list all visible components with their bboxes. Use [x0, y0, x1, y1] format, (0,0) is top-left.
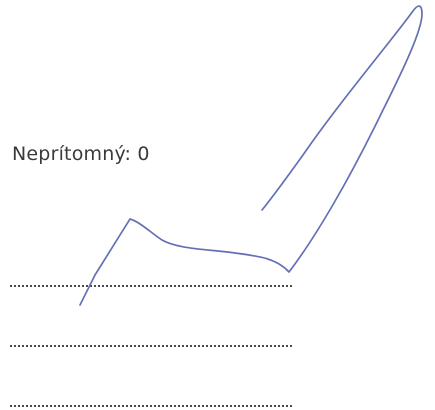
signature-line-2 — [10, 345, 292, 347]
absent-label: Neprítomný: — [12, 143, 132, 165]
signature-line-3 — [10, 405, 292, 407]
absent-count-line: Neprítomný: 0 — [12, 141, 150, 167]
signature-line-1 — [10, 285, 292, 287]
absent-value: 0 — [137, 143, 150, 165]
